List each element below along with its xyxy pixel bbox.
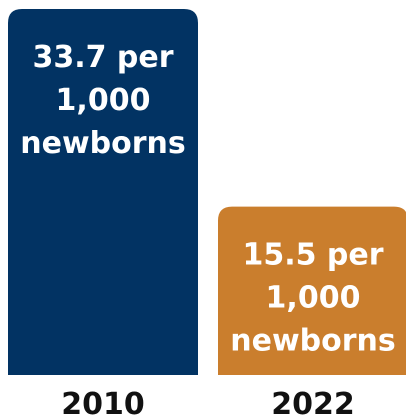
data-label-2022: 15.5 per 1,000 newborns [230, 238, 396, 359]
data-label-2010: 33.7 per 1,000 newborns [20, 40, 186, 161]
data-label-line: newborns [20, 126, 186, 161]
data-label-line: 15.5 per [242, 238, 383, 273]
data-label-line: newborns [230, 324, 396, 359]
bar-2022 [218, 206, 406, 375]
x-tick-label-2010: 2010 [61, 387, 145, 420]
bar-2010 [8, 9, 198, 375]
data-labels-group: 33.7 per 1,000 newborns 15.5 per 1,000 newbor… [20, 40, 396, 359]
data-label-line: 33.7 per [32, 40, 173, 75]
bars-group [8, 9, 406, 375]
x-tick-labels-group: 2010 2022 [61, 387, 355, 420]
data-label-line: 1,000 [266, 281, 361, 316]
data-label-line: 1,000 [56, 83, 151, 118]
x-tick-label-2022: 2022 [271, 387, 355, 420]
